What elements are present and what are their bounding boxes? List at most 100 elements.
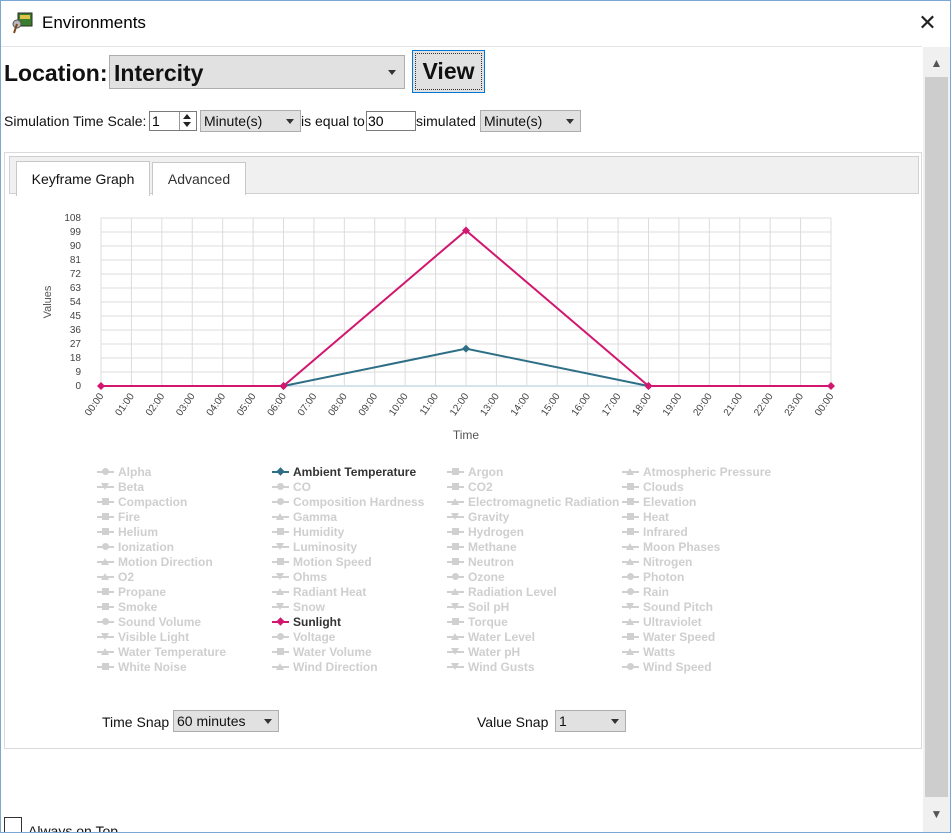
diamond-marker-icon xyxy=(272,617,289,627)
legend-item-photon[interactable]: Photon xyxy=(622,570,684,584)
legend-item-infrared[interactable]: Infrared xyxy=(622,525,688,539)
legend-item-heat[interactable]: Heat xyxy=(622,510,669,524)
dropdown-arrow-icon xyxy=(611,719,619,724)
tab-advanced[interactable]: Advanced xyxy=(152,162,246,195)
legend-item-electromagnetic-radiation[interactable]: Electromagnetic Radiation xyxy=(447,495,619,509)
triangle-down-marker-icon xyxy=(447,512,464,522)
legend-item-elevation[interactable]: Elevation xyxy=(622,495,696,509)
legend-item-nitrogen[interactable]: Nitrogen xyxy=(622,555,692,569)
legend-item-ultraviolet[interactable]: Ultraviolet xyxy=(622,615,702,629)
tab-keyframe-graph[interactable]: Keyframe Graph xyxy=(16,161,150,196)
stepper-buttons[interactable] xyxy=(179,112,196,130)
legend-label: Ozone xyxy=(468,570,505,584)
legend-item-ambient-temperature[interactable]: Ambient Temperature xyxy=(272,465,416,479)
environments-app-icon xyxy=(12,12,33,34)
legend-item-wind-gusts[interactable]: Wind Gusts xyxy=(447,660,535,674)
value-snap-select[interactable]: 1 xyxy=(555,710,626,732)
scroll-up-arrow-icon[interactable]: ▲ xyxy=(930,56,943,70)
simulated-unit-select[interactable]: Minute(s) xyxy=(480,110,581,132)
simulated-amount-value: 30 xyxy=(368,113,384,129)
legend-item-soil-ph[interactable]: Soil pH xyxy=(447,600,509,614)
legend-item-water-temperature[interactable]: Water Temperature xyxy=(97,645,226,659)
legend-item-argon[interactable]: Argon xyxy=(447,465,503,479)
legend-label: Luminosity xyxy=(293,540,358,554)
simulated-amount-input[interactable]: 30 xyxy=(366,111,416,131)
legend-item-clouds[interactable]: Clouds xyxy=(622,480,684,494)
legend-item-water-volume[interactable]: Water Volume xyxy=(272,645,372,659)
legend-item-torque[interactable]: Torque xyxy=(447,615,508,629)
scroll-down-arrow-icon[interactable]: ▼ xyxy=(930,807,943,821)
legend-item-sunlight[interactable]: Sunlight xyxy=(272,615,341,629)
legend-item-smoke[interactable]: Smoke xyxy=(97,600,157,614)
square-marker-icon xyxy=(622,482,639,492)
legend-label: Motion Speed xyxy=(293,555,372,569)
legend-item-water-speed[interactable]: Water Speed xyxy=(622,630,715,644)
legend-item-snow[interactable]: Snow xyxy=(272,600,325,614)
legend-item-motion-direction[interactable]: Motion Direction xyxy=(97,555,213,569)
legend-label: Ionization xyxy=(118,540,174,554)
legend-item-composition-hardness[interactable]: Composition Hardness xyxy=(272,495,424,509)
y-tick-label: 108 xyxy=(64,213,81,224)
legend-item-gamma[interactable]: Gamma xyxy=(272,510,337,524)
always-on-top-label[interactable]: Always on Top xyxy=(28,823,119,833)
legend-item-fire[interactable]: Fire xyxy=(97,510,140,524)
close-button[interactable]: ✕ xyxy=(905,1,950,45)
legend-item-wind-speed[interactable]: Wind Speed xyxy=(622,660,712,674)
legend-item-co[interactable]: CO xyxy=(272,480,311,494)
view-button[interactable]: View xyxy=(412,50,485,93)
time-scale-unit-select[interactable]: Minute(s) xyxy=(200,110,301,132)
legend-label: Moon Phases xyxy=(643,540,721,554)
legend-item-radiation-level[interactable]: Radiation Level xyxy=(447,585,557,599)
vertical-scrollbar[interactable]: ▲ ▼ xyxy=(923,47,950,832)
stepper-down-icon[interactable] xyxy=(183,122,191,127)
legend-item-voltage[interactable]: Voltage xyxy=(272,630,335,644)
legend-item-sound-volume[interactable]: Sound Volume xyxy=(97,615,201,629)
legend-item-o2[interactable]: O2 xyxy=(97,570,134,584)
legend-item-co2[interactable]: CO2 xyxy=(447,480,493,494)
legend-item-neutron[interactable]: Neutron xyxy=(447,555,514,569)
square-marker-icon xyxy=(622,632,639,642)
legend-item-alpha[interactable]: Alpha xyxy=(97,465,151,479)
location-select[interactable]: Intercity xyxy=(109,55,405,89)
legend-item-wind-direction[interactable]: Wind Direction xyxy=(272,660,378,674)
legend-item-gravity[interactable]: Gravity xyxy=(447,510,509,524)
legend-item-ohms[interactable]: Ohms xyxy=(272,570,327,584)
legend-item-ionization[interactable]: Ionization xyxy=(97,540,174,554)
legend-item-ozone[interactable]: Ozone xyxy=(447,570,505,584)
x-tick-label: 13:00 xyxy=(479,391,503,418)
legend-item-propane[interactable]: Propane xyxy=(97,585,166,599)
y-tick-label: 63 xyxy=(70,283,82,294)
legend-item-compaction[interactable]: Compaction xyxy=(97,495,187,509)
legend-item-luminosity[interactable]: Luminosity xyxy=(272,540,357,554)
circle-marker-icon xyxy=(622,572,639,582)
dropdown-arrow-icon xyxy=(388,70,396,75)
legend-item-hydrogen[interactable]: Hydrogen xyxy=(447,525,524,539)
legend-label: Nitrogen xyxy=(643,555,693,569)
legend-label: Propane xyxy=(118,585,167,599)
legend-item-humidity[interactable]: Humidity xyxy=(272,525,344,539)
keyframe-graph[interactable]: 0 9 18 27 36 45 54 63 72 81 90 99 108 00:00 01:00 02:00… xyxy=(5,198,919,448)
legend-item-water-level[interactable]: Water Level xyxy=(447,630,535,644)
legend-item-motion-speed[interactable]: Motion Speed xyxy=(272,555,372,569)
always-on-top-checkbox[interactable] xyxy=(4,817,22,832)
legend-item-beta[interactable]: Beta xyxy=(97,480,144,494)
triangle-marker-icon xyxy=(272,587,289,597)
triangle-marker-icon xyxy=(97,572,114,582)
time-snap-select[interactable]: 60 minutes xyxy=(173,710,279,732)
legend-item-white-noise[interactable]: White Noise xyxy=(97,660,187,674)
legend-item-radiant-heat[interactable]: Radiant Heat xyxy=(272,585,366,599)
legend-label: CO2 xyxy=(468,480,493,494)
legend-item-atmospheric-pressure[interactable]: Atmospheric Pressure xyxy=(622,465,771,479)
legend-item-helium[interactable]: Helium xyxy=(97,525,158,539)
time-scale-amount-stepper[interactable]: 1 xyxy=(149,111,197,131)
legend-item-water-ph[interactable]: Water pH xyxy=(447,645,520,659)
scrollbar-thumb[interactable] xyxy=(925,77,948,797)
legend-item-rain[interactable]: Rain xyxy=(622,585,669,599)
x-tick-label: 21:00 xyxy=(722,391,746,418)
legend-item-sound-pitch[interactable]: Sound Pitch xyxy=(622,600,713,614)
stepper-up-icon[interactable] xyxy=(183,114,191,119)
legend-item-methane[interactable]: Methane xyxy=(447,540,517,554)
legend-item-moon-phases[interactable]: Moon Phases xyxy=(622,540,720,554)
legend-item-visible-light[interactable]: Visible Light xyxy=(97,630,189,644)
legend-item-watts[interactable]: Watts xyxy=(622,645,675,659)
